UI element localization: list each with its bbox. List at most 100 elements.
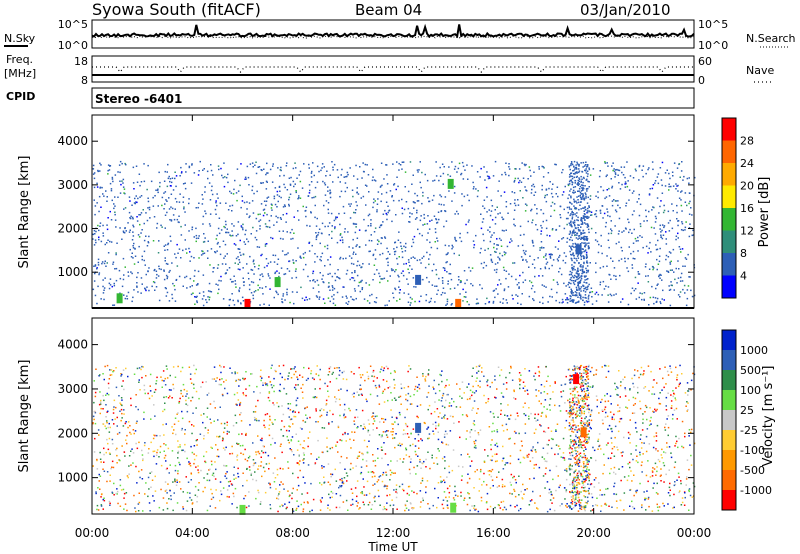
echo-dot xyxy=(426,239,428,241)
echo-dot xyxy=(684,226,687,229)
echo-dot xyxy=(573,283,576,286)
echo-dot xyxy=(585,253,588,256)
echo-dot xyxy=(676,379,678,381)
echo-dot xyxy=(571,232,574,234)
echo-dot xyxy=(159,445,162,448)
echo-dot xyxy=(645,435,648,438)
echo-dot xyxy=(289,418,292,421)
echo-dot xyxy=(486,384,489,387)
echo-dot xyxy=(356,264,358,267)
echo-dot xyxy=(680,276,682,279)
echo-dot xyxy=(688,192,691,194)
echo-dot xyxy=(631,192,634,194)
echo-dot xyxy=(437,289,439,292)
echo-dot xyxy=(183,206,185,208)
echo-dot xyxy=(693,294,696,297)
echo-dot xyxy=(307,502,309,504)
echo-dot xyxy=(619,384,622,387)
echo-dot xyxy=(219,202,222,204)
echo-dot xyxy=(411,245,413,248)
echo-dot xyxy=(321,167,323,169)
echo-dot xyxy=(580,232,582,235)
echo-dot xyxy=(280,481,282,483)
echo-dot xyxy=(546,481,549,483)
echo-dot xyxy=(574,173,576,175)
echo-dot xyxy=(100,164,102,166)
echo-dot xyxy=(526,389,529,392)
echo-dot xyxy=(494,209,496,211)
echo-dot xyxy=(355,297,357,300)
echo-dot xyxy=(617,449,619,451)
echo-dot xyxy=(246,460,249,462)
echo-dot xyxy=(276,190,279,193)
echo-dot xyxy=(358,264,361,267)
echo-dot xyxy=(372,201,375,204)
echo-dot xyxy=(596,399,599,401)
echo-dot xyxy=(277,510,279,513)
echo-dot xyxy=(203,240,206,243)
echo-dot xyxy=(107,173,109,175)
echo-dot xyxy=(259,304,261,306)
echo-dot xyxy=(617,387,619,389)
echo-dot xyxy=(508,273,510,275)
echo-dot xyxy=(361,177,363,179)
echo-dot xyxy=(620,246,623,249)
echo-dot xyxy=(254,164,256,166)
echo-dot xyxy=(93,451,96,453)
echo-dot xyxy=(652,267,655,269)
echo-dot xyxy=(370,234,372,236)
echo-dot xyxy=(384,418,387,421)
echo-dot xyxy=(574,280,577,282)
echo-dot xyxy=(265,243,268,245)
echo-dot xyxy=(167,397,170,399)
echo-dot xyxy=(99,222,102,224)
echo-dot xyxy=(360,425,362,427)
echo-dot xyxy=(240,420,243,422)
echo-dot xyxy=(342,501,345,503)
echo-dot xyxy=(445,384,447,387)
echo-dot xyxy=(670,185,672,188)
echo-dot xyxy=(106,242,108,244)
echo-dot xyxy=(562,169,564,171)
echo-dot xyxy=(205,381,207,383)
echo-dot xyxy=(578,282,581,284)
echo-dot xyxy=(102,292,105,294)
echo-dot xyxy=(611,200,614,202)
echo-dot xyxy=(488,209,490,211)
echo-dot xyxy=(141,478,144,480)
echo-dot xyxy=(124,162,126,165)
echo-dot xyxy=(167,242,170,245)
echo-dot xyxy=(630,292,632,295)
echo-dot xyxy=(164,214,167,216)
echo-dot xyxy=(614,225,616,227)
echo-dot xyxy=(99,391,101,393)
echo-dot xyxy=(209,290,211,293)
echo-dot xyxy=(213,378,216,380)
echo-dot xyxy=(644,404,647,407)
echo-dot xyxy=(399,289,401,291)
echo-dot xyxy=(460,172,463,175)
echo-dot xyxy=(277,200,279,203)
echo-dot xyxy=(238,290,240,293)
echo-dot xyxy=(656,284,658,286)
echo-dot xyxy=(593,449,596,452)
echo-dot xyxy=(486,211,488,213)
echo-dot xyxy=(299,255,302,258)
echo-dot xyxy=(577,238,579,240)
echo-dot xyxy=(131,448,133,450)
echo-dot xyxy=(264,491,267,494)
echo-dot xyxy=(413,235,416,238)
echo-dot xyxy=(646,220,648,222)
echo-dot xyxy=(654,408,656,411)
echo-dot xyxy=(329,256,332,258)
echo-dot xyxy=(648,390,650,392)
echo-dot xyxy=(271,209,273,211)
echo-dot xyxy=(93,401,95,404)
echo-dot xyxy=(256,190,258,193)
echo-dot xyxy=(645,497,647,500)
echo-dot xyxy=(394,384,396,386)
power-colorbar-swatch xyxy=(722,118,736,141)
echo-dot xyxy=(597,251,600,254)
echo-dot xyxy=(581,223,584,225)
echo-dot xyxy=(657,263,660,265)
